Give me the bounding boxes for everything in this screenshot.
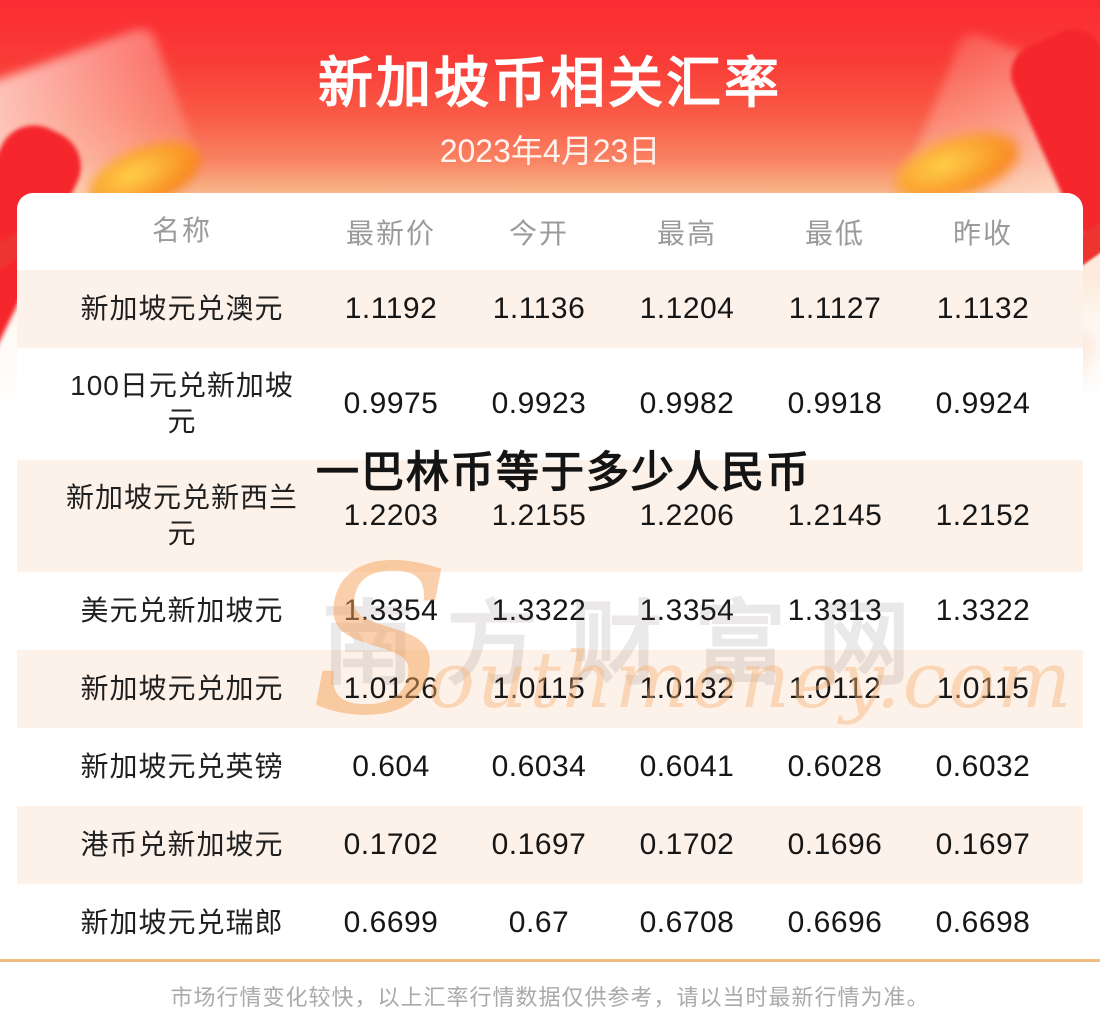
table-header-row: 名称 最新价 今开 最高 最低 昨收 — [17, 193, 1083, 270]
rate-cell: 0.604 — [352, 750, 430, 783]
currency-pair-name: 港币兑新加坡元 — [80, 828, 284, 860]
rate-cell: 1.3322 — [935, 594, 1031, 627]
rate-cell: 0.9982 — [639, 387, 735, 420]
rate-cell: 1.3313 — [787, 594, 883, 627]
rate-cell: 0.67 — [508, 906, 570, 939]
table-row: 新加坡元兑瑞郎 0.6699 0.67 0.6708 0.6696 0.6698 — [17, 884, 1083, 962]
column-header-latest: 最新价 — [345, 217, 436, 249]
rate-cell: 0.6698 — [935, 906, 1031, 939]
rate-cell: 0.9975 — [343, 387, 439, 420]
rate-cell: 1.2203 — [343, 499, 439, 532]
table-row: 港币兑新加坡元 0.1702 0.1697 0.1702 0.1696 0.16… — [17, 806, 1083, 884]
currency-pair-name: 美元兑新加坡元 — [80, 594, 284, 626]
rate-cell: 1.1192 — [344, 292, 438, 325]
rate-cell: 0.6028 — [787, 750, 883, 783]
column-header-high: 最高 — [656, 217, 717, 249]
column-header-name: 名称 — [151, 215, 212, 247]
rates-table-card: 名称 最新价 今开 最高 最低 昨收 新加坡元兑澳元 1.1192 1.1136… — [17, 193, 1083, 962]
rate-cell: 0.1696 — [787, 828, 883, 861]
rate-cell: 1.2155 — [491, 499, 587, 532]
currency-pair-name: 新加坡元兑瑞郎 — [80, 906, 284, 938]
rate-cell: 0.1702 — [343, 828, 439, 861]
rate-cell: 0.6696 — [787, 906, 883, 939]
rate-cell: 0.6041 — [639, 750, 735, 783]
currency-pair-name: 新加坡元兑新西兰 元 — [65, 481, 298, 549]
column-header-low: 最低 — [804, 217, 865, 249]
table-row: 新加坡元兑英镑 0.604 0.6034 0.6041 0.6028 0.603… — [17, 728, 1083, 806]
rate-cell: 1.0112 — [788, 672, 882, 705]
overlay-article-title: 一巴林币等于多少人民币 — [316, 449, 811, 497]
table-row: 新加坡元兑加元 1.0126 1.0115 1.0132 1.0112 1.01… — [17, 650, 1083, 728]
footer-divider — [0, 959, 1100, 962]
rate-cell: 1.1132 — [936, 292, 1030, 325]
rate-cell: 1.2152 — [935, 499, 1031, 532]
page-title: 新加坡币相关汇率 — [317, 52, 782, 114]
currency-pair-name: 新加坡元兑加元 — [80, 672, 284, 704]
header-date: 2023年4月23日 — [439, 133, 661, 169]
rate-cell: 0.6699 — [343, 906, 439, 939]
rate-cell: 1.3354 — [343, 594, 439, 627]
column-header-open: 今开 — [508, 217, 569, 249]
rate-cell: 1.1204 — [639, 292, 735, 325]
rate-cell: 1.1127 — [788, 292, 882, 325]
rate-cell: 1.3322 — [491, 594, 587, 627]
rate-cell: 1.2145 — [787, 499, 883, 532]
column-header-prev-close: 昨收 — [952, 217, 1013, 249]
table-row: 美元兑新加坡元 1.3354 1.3322 1.3354 1.3313 1.33… — [17, 572, 1083, 650]
table-row: 100日元兑新加坡 元 0.9975 0.9923 0.9982 0.9918 … — [17, 348, 1083, 460]
rate-cell: 1.3354 — [639, 594, 735, 627]
currency-pair-name: 100日元兑新加坡 元 — [70, 369, 294, 437]
rate-cell: 1.0115 — [936, 672, 1030, 705]
rate-cell: 1.0115 — [492, 672, 586, 705]
rate-cell: 0.9918 — [787, 387, 883, 420]
rate-cell: 0.1702 — [639, 828, 735, 861]
rate-cell: 0.6032 — [935, 750, 1031, 783]
rate-cell: 0.9923 — [491, 387, 587, 420]
rate-cell: 1.2206 — [639, 499, 735, 532]
rate-cell: 1.0126 — [343, 672, 439, 705]
footer-disclaimer: 市场行情变化较快，以上汇率行情数据仅供参考，请以当时最新行情为准。 — [170, 985, 930, 1010]
rate-cell: 0.9924 — [935, 387, 1031, 420]
rate-cell: 0.6708 — [639, 906, 735, 939]
rate-cell: 0.6034 — [491, 750, 587, 783]
currency-pair-name: 新加坡元兑澳元 — [80, 292, 284, 324]
rate-cell: 1.1136 — [492, 292, 586, 325]
table-row: 新加坡元兑澳元 1.1192 1.1136 1.1204 1.1127 1.11… — [17, 270, 1083, 348]
rate-cell: 0.1697 — [935, 828, 1031, 861]
currency-pair-name: 新加坡元兑英镑 — [80, 750, 284, 782]
table-row: 新加坡元兑新西兰 元 1.2203 1.2155 1.2206 1.2145 1… — [17, 460, 1083, 572]
rate-cell: 0.1697 — [491, 828, 587, 861]
rate-cell: 1.0132 — [639, 672, 735, 705]
